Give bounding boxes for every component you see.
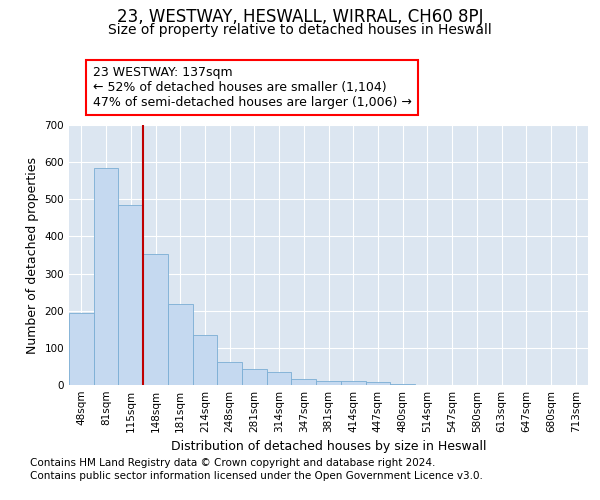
Text: Size of property relative to detached houses in Heswall: Size of property relative to detached ho… [108,23,492,37]
Bar [143,254,168,385]
Bar [341,382,365,385]
Bar [94,168,118,385]
Text: Contains public sector information licensed under the Open Government Licence v3: Contains public sector information licen… [30,471,483,481]
Bar [242,368,267,385]
Bar [316,382,341,385]
Bar [267,372,292,385]
Y-axis label: Number of detached properties: Number of detached properties [26,156,39,354]
Bar [69,314,94,385]
Bar [118,205,143,385]
Text: 23, WESTWAY, HESWALL, WIRRAL, CH60 8PJ: 23, WESTWAY, HESWALL, WIRRAL, CH60 8PJ [117,8,483,26]
Bar [168,304,193,385]
Bar [292,378,316,385]
Bar [217,362,242,385]
Text: 23 WESTWAY: 137sqm
← 52% of detached houses are smaller (1,104)
47% of semi-deta: 23 WESTWAY: 137sqm ← 52% of detached hou… [92,66,412,109]
Text: Contains HM Land Registry data © Crown copyright and database right 2024.: Contains HM Land Registry data © Crown c… [30,458,436,468]
X-axis label: Distribution of detached houses by size in Heswall: Distribution of detached houses by size … [171,440,486,454]
Bar [193,335,217,385]
Bar [365,382,390,385]
Bar [390,384,415,385]
